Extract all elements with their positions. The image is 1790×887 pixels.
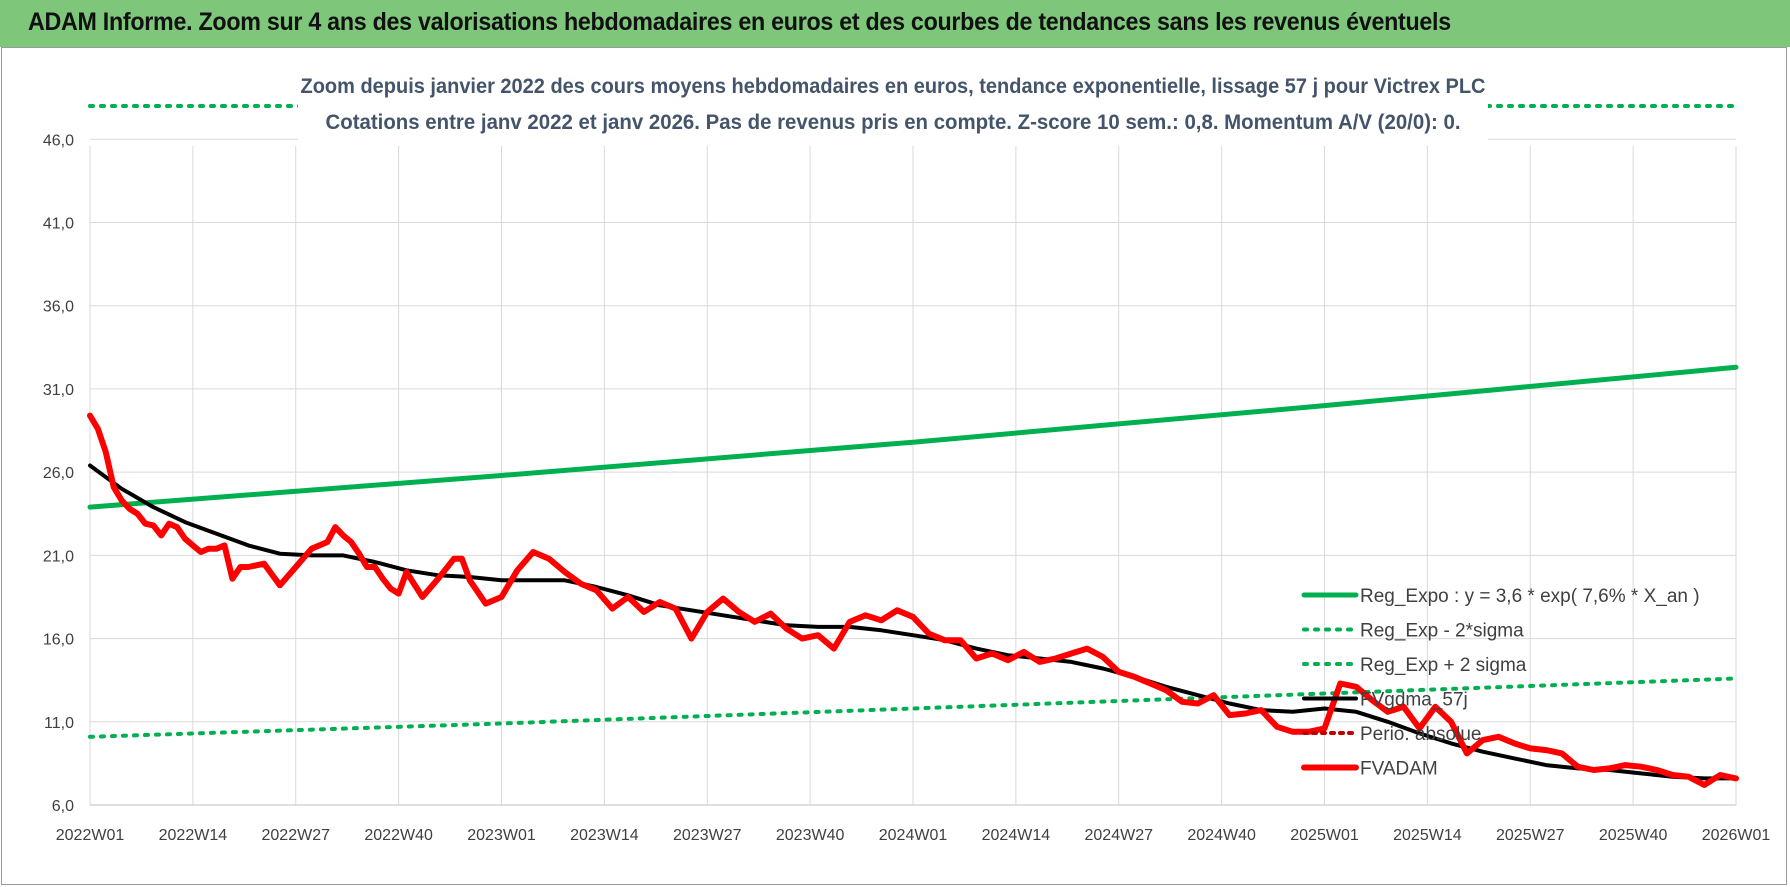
chart-legend: Reg_Expo : y = 3,6 * exp( 7,6% * X_an ) R…: [1301, 586, 1700, 780]
x-tick-label: 2024W14: [982, 827, 1051, 844]
y-tick-label: 46,0: [43, 132, 74, 149]
y-tick-label: 21,0: [43, 548, 74, 565]
series-reg-expo-line: [87, 364, 1739, 510]
header-title: ADAM Informe. Zoom sur 4 ans des valoris…: [28, 8, 1451, 36]
chart-title-line2: Cotations entre janv 2022 et janv 2026. …: [326, 111, 1461, 134]
subtitle-background: [298, 66, 1488, 142]
y-tick-label: 11,0: [44, 715, 74, 732]
x-tick-label: 2024W27: [1085, 827, 1154, 844]
x-tick-label: 2026W01: [1702, 827, 1771, 844]
y-tick-label: 31,0: [43, 382, 74, 399]
y-tick-label: 16,0: [43, 632, 74, 649]
x-tick-label: 2025W01: [1290, 827, 1359, 844]
x-tick-label: 2023W14: [570, 827, 639, 844]
series-reg-exp-plus-2sigma-line: [88, 676, 1738, 739]
legend-label: FVgdma_57j: [1360, 690, 1468, 711]
y-tick-label: 41,0: [43, 216, 74, 233]
chart-series: [87, 364, 1739, 788]
legend-label: Reg_Exp + 2 sigma: [1360, 655, 1527, 676]
x-tick-label: 2023W40: [776, 827, 845, 844]
x-axis-ticks: 2022W01 2022W14 2022W27 2022W40 2023W01 2023W…: [56, 827, 1771, 844]
x-tick-label: 2022W01: [56, 827, 125, 844]
legend-label: FVADAM: [1360, 759, 1438, 780]
x-tick-label: 2023W27: [673, 827, 742, 844]
chart-title-line1: Zoom depuis janvier 2022 des cours moyen…: [301, 75, 1486, 98]
x-tick-label: 2022W40: [364, 827, 433, 844]
header-bar: ADAM Informe. Zoom sur 4 ans des valoris…: [0, 0, 1790, 47]
x-tick-label: 2025W40: [1599, 827, 1668, 844]
x-tick-label: 2025W27: [1496, 827, 1565, 844]
x-tick-label: 2024W40: [1187, 827, 1256, 844]
y-tick-label: 26,0: [43, 465, 74, 482]
chart-frame: [1, 47, 1787, 885]
legend-label: Reg_Expo : y = 3,6 * exp( 7,6% * X_an ): [1360, 586, 1700, 607]
series-fvadam-line: [87, 412, 1739, 788]
legend-label: Perio. absolue: [1360, 724, 1481, 745]
x-tick-label: 2022W27: [262, 827, 331, 844]
x-tick-label: 2022W14: [159, 827, 228, 844]
y-axis-ticks: 6,0 11,0 16,0 21,0 26,0 31,0 36,0 41,0 46,0: [43, 132, 74, 815]
y-tick-label: 6,0: [52, 798, 74, 815]
y-tick-label: 36,0: [43, 299, 74, 316]
x-tick-label: 2023W01: [467, 827, 536, 844]
legend-label: Reg_Exp - 2*sigma: [1360, 621, 1524, 642]
x-tick-label: 2024W01: [879, 827, 948, 844]
chart-gridlines: [89, 138, 1737, 806]
x-tick-label: 2025W14: [1393, 827, 1462, 844]
